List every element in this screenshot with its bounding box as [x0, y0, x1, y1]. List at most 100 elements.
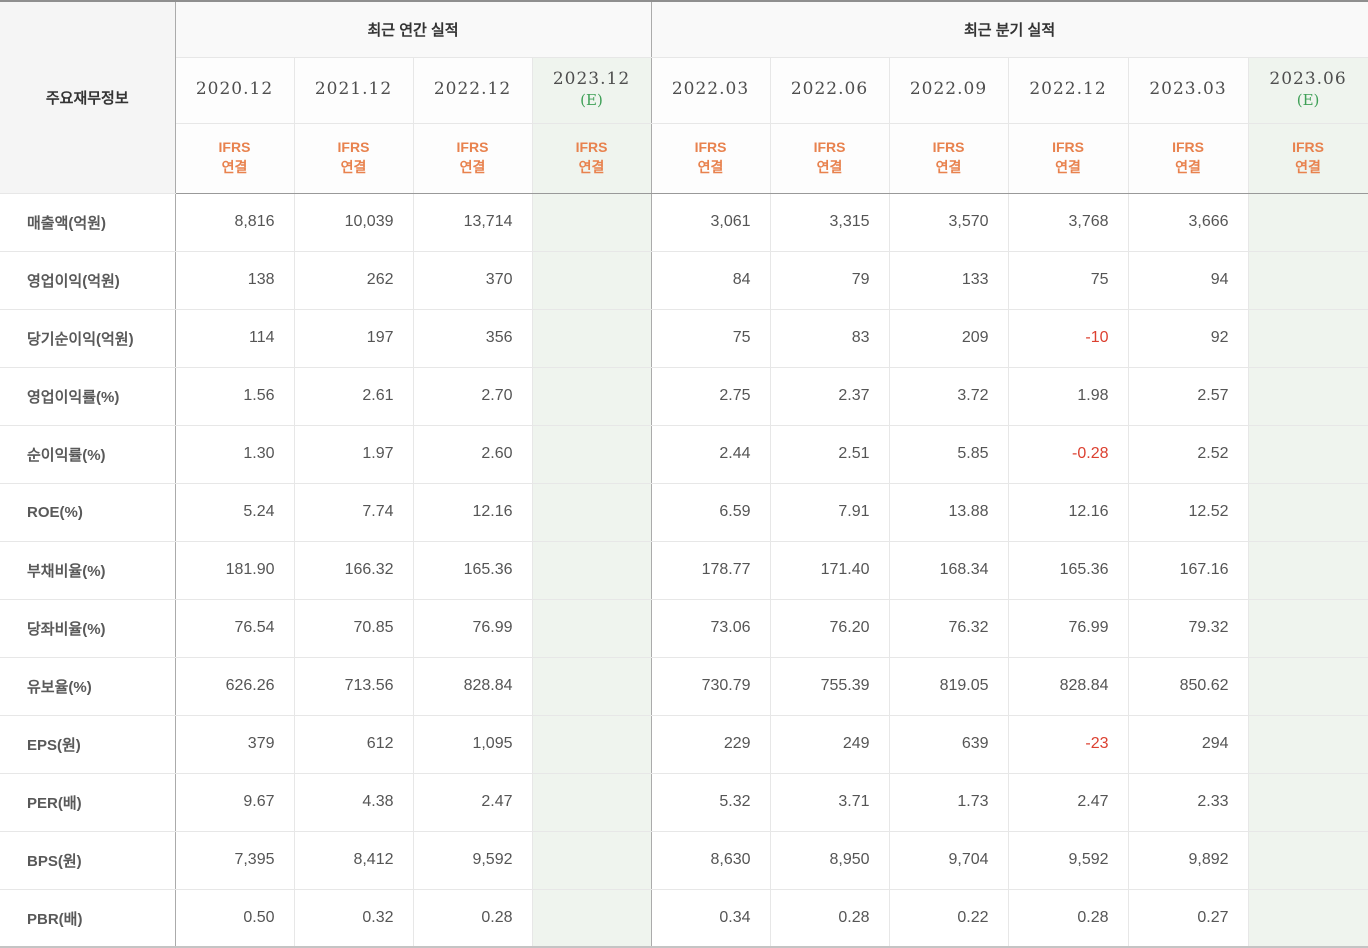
estimate-mark: (E)	[1296, 91, 1320, 109]
date-header: 2022.06	[769, 56, 890, 124]
standard-header: IFRS 연결	[412, 122, 533, 194]
cell-value: 5.24	[174, 482, 295, 542]
cell-value: 3,570	[888, 192, 1009, 252]
cell-value: 7.91	[769, 482, 890, 542]
cell-value: -23	[1007, 714, 1129, 774]
row-label: PBR(배)	[0, 888, 176, 946]
cell-value: 9,592	[1007, 830, 1129, 890]
cell-value	[531, 830, 652, 890]
table-header: 주요재무정보 최근 연간 실적 최근 분기 실적 2020.12 2021.12 20…	[0, 2, 1368, 194]
cell-value: 165.36	[1007, 540, 1129, 600]
date-header: 2022.12	[412, 56, 533, 124]
cell-value: 166.32	[293, 540, 414, 600]
cell-value: 75	[650, 308, 771, 368]
cell-value	[531, 714, 652, 774]
cell-value: 229	[650, 714, 771, 774]
cell-value: 181.90	[174, 540, 295, 600]
cell-value: 819.05	[888, 656, 1009, 716]
header-standard-row: IFRS 연결 IFRS 연결 IFRS 연결 IFRS 연결 IFRS 연결 IFRS 연결 IFRS…	[0, 122, 1368, 194]
cell-value	[1247, 482, 1368, 542]
cell-value: 1.56	[174, 366, 295, 426]
date-header: 2023.12 (E)	[531, 56, 652, 124]
cell-value: 3,666	[1127, 192, 1249, 252]
cell-value: 4.38	[293, 772, 414, 832]
cell-value: 249	[769, 714, 890, 774]
cell-value: 9.67	[174, 772, 295, 832]
cell-value	[531, 772, 652, 832]
cell-value: 133	[888, 250, 1009, 310]
cell-value: 9,592	[412, 830, 533, 890]
standard-header: IFRS 연결	[293, 122, 414, 194]
cell-value: 79	[769, 250, 890, 310]
cell-value	[1247, 424, 1368, 484]
cell-value: 178.77	[650, 540, 771, 600]
cell-value	[1247, 714, 1368, 774]
cell-value: 5.85	[888, 424, 1009, 484]
cell-value: 114	[174, 308, 295, 368]
cell-value: 828.84	[1007, 656, 1129, 716]
cell-value	[531, 250, 652, 310]
cell-value: 138	[174, 250, 295, 310]
cell-value: 9,892	[1127, 830, 1249, 890]
cell-value	[1247, 772, 1368, 832]
cell-value: 92	[1127, 308, 1249, 368]
date-header: 2023.03	[1127, 56, 1249, 124]
cell-value: 75	[1007, 250, 1129, 310]
cell-value: 171.40	[769, 540, 890, 600]
date-header: 2023.06 (E)	[1247, 56, 1368, 124]
cell-value: 12.52	[1127, 482, 1249, 542]
header-group-row: 주요재무정보 최근 연간 실적 최근 분기 실적	[0, 2, 1368, 194]
cell-value	[1247, 192, 1368, 252]
cell-value	[531, 888, 652, 946]
cell-value: 0.27	[1127, 888, 1249, 946]
cell-value: 13.88	[888, 482, 1009, 542]
cell-value: 2.75	[650, 366, 771, 426]
cell-value: 730.79	[650, 656, 771, 716]
cell-value	[1247, 598, 1368, 658]
cell-value: 2.47	[412, 772, 533, 832]
cell-value	[1247, 250, 1368, 310]
cell-value: 167.16	[1127, 540, 1249, 600]
row-label: 영업이익률(%)	[0, 366, 176, 426]
table-row: 유보율(%) 626.26 713.56 828.84 730.79 755.39 819.…	[0, 656, 1368, 716]
table-row: PER(배) 9.67 4.38 2.47 5.32 3.71 1.73 2.47 2.33	[0, 772, 1368, 832]
group-header-annual: 최근 연간 실적	[174, 2, 652, 58]
cell-value	[531, 656, 652, 716]
table-row: ROE(%) 5.24 7.74 12.16 6.59 7.91 13.88 12.16 12.…	[0, 482, 1368, 542]
cell-value: 1.73	[888, 772, 1009, 832]
cell-value: 12.16	[1007, 482, 1129, 542]
cell-value	[1247, 830, 1368, 890]
row-label: EPS(원)	[0, 714, 176, 774]
cell-value: 2.52	[1127, 424, 1249, 484]
cell-value	[531, 598, 652, 658]
cell-value: 713.56	[293, 656, 414, 716]
date-header: 2022.12	[1007, 56, 1129, 124]
cell-value: 165.36	[412, 540, 533, 600]
cell-value: 70.85	[293, 598, 414, 658]
standard-header: IFRS 연결	[531, 122, 652, 194]
date-header: 2021.12	[293, 56, 414, 124]
cell-value: 7,395	[174, 830, 295, 890]
cell-value: 370	[412, 250, 533, 310]
cell-value	[531, 366, 652, 426]
table-row: 당좌비율(%) 76.54 70.85 76.99 73.06 76.20 76.32 76.…	[0, 598, 1368, 658]
cell-value	[1247, 656, 1368, 716]
cell-value	[531, 482, 652, 542]
table-row: 영업이익률(%) 1.56 2.61 2.70 2.75 2.37 3.72 1.98 2.57	[0, 366, 1368, 426]
cell-value: 9,704	[888, 830, 1009, 890]
group-header-quarterly: 최근 분기 실적	[650, 2, 1368, 58]
cell-value: 7.74	[293, 482, 414, 542]
cell-value: 262	[293, 250, 414, 310]
cell-value: 0.32	[293, 888, 414, 946]
row-label: 부채비율(%)	[0, 540, 176, 600]
cell-value: 197	[293, 308, 414, 368]
cell-value: 8,816	[174, 192, 295, 252]
cell-value	[531, 308, 652, 368]
row-label: 매출액(억원)	[0, 192, 176, 252]
cell-value: 0.28	[769, 888, 890, 946]
table-body: 매출액(억원) 8,816 10,039 13,714 3,061 3,315 3,570 3…	[0, 192, 1368, 946]
cell-value: 76.20	[769, 598, 890, 658]
standard-header: IFRS 연결	[1007, 122, 1129, 194]
cell-value: 2.33	[1127, 772, 1249, 832]
